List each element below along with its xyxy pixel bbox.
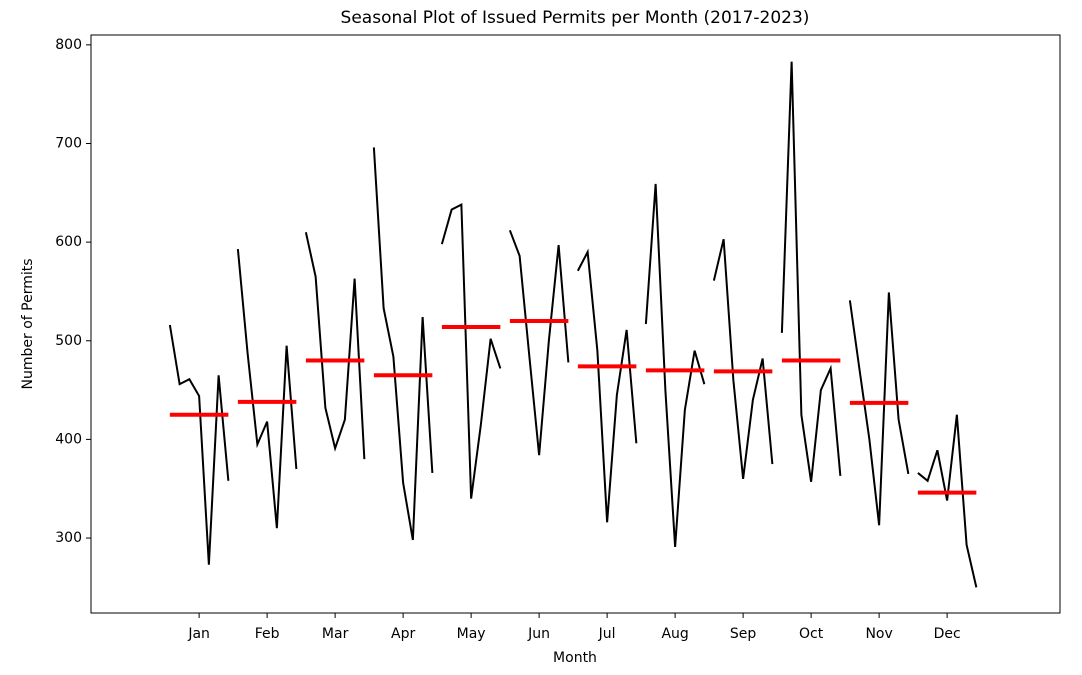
x-tick-label: Feb bbox=[255, 626, 280, 642]
subseries-line bbox=[576, 248, 638, 523]
x-tick-label: May bbox=[457, 626, 486, 642]
y-axis-label: Number of Permits bbox=[20, 258, 36, 389]
subseries-line bbox=[304, 232, 366, 460]
y-tick-label: 800 bbox=[55, 37, 82, 53]
y-tick-label: 700 bbox=[55, 135, 82, 151]
x-tick-label: Oct bbox=[799, 626, 824, 642]
subseries-line bbox=[712, 238, 774, 479]
x-axis-label: Month bbox=[553, 650, 597, 666]
x-tick-label: Apr bbox=[391, 626, 415, 642]
y-tick-label: 300 bbox=[55, 530, 82, 546]
subseries-line bbox=[917, 414, 978, 588]
x-tick-label: Dec bbox=[934, 626, 961, 642]
x-tick-label: Nov bbox=[865, 626, 892, 642]
x-tick-label: Jun bbox=[527, 626, 550, 642]
x-tick-label: Jul bbox=[598, 626, 616, 642]
x-tick-label: Jan bbox=[187, 626, 210, 642]
y-tick-label: 600 bbox=[55, 234, 82, 250]
subseries-line bbox=[440, 203, 502, 499]
chart-title: Seasonal Plot of Issued Permits per Mont… bbox=[341, 8, 810, 28]
subseries-line bbox=[168, 324, 230, 565]
y-tick-label: 500 bbox=[55, 333, 82, 349]
x-tick-label: Mar bbox=[322, 626, 349, 642]
subseries-line bbox=[236, 248, 298, 529]
x-tick-label: Aug bbox=[661, 626, 688, 642]
subseries-line bbox=[848, 292, 910, 526]
plot-frame bbox=[90, 34, 1061, 614]
x-tick-label: Sep bbox=[730, 626, 757, 642]
subseries-line bbox=[372, 147, 434, 541]
subseries-line bbox=[508, 229, 570, 456]
subseries-line bbox=[780, 61, 842, 482]
y-tick-label: 400 bbox=[55, 431, 82, 447]
subseries-line bbox=[644, 183, 706, 547]
